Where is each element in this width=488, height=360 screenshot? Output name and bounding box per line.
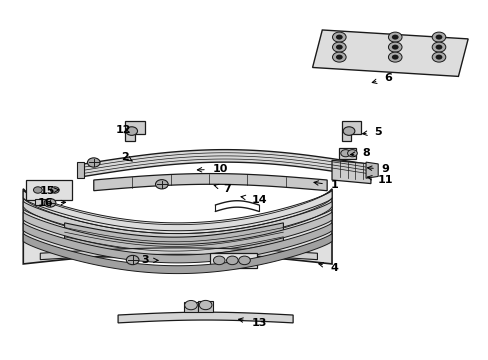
Bar — [35, 199, 52, 205]
Circle shape — [335, 35, 342, 40]
Text: 4: 4 — [318, 262, 338, 273]
Text: 14: 14 — [241, 195, 266, 204]
Text: 8: 8 — [350, 148, 369, 158]
Circle shape — [431, 42, 445, 52]
Polygon shape — [23, 223, 331, 263]
Text: 1: 1 — [313, 180, 338, 190]
Polygon shape — [366, 162, 377, 178]
Text: 6: 6 — [371, 73, 391, 84]
Circle shape — [155, 180, 168, 189]
Polygon shape — [341, 121, 361, 141]
Polygon shape — [198, 301, 212, 312]
Circle shape — [343, 127, 354, 135]
Polygon shape — [23, 212, 331, 252]
Polygon shape — [183, 302, 198, 312]
Polygon shape — [40, 248, 317, 260]
Circle shape — [332, 52, 346, 62]
Bar — [210, 253, 256, 267]
Polygon shape — [64, 223, 283, 260]
Circle shape — [332, 42, 346, 52]
Circle shape — [335, 45, 342, 50]
Text: 12: 12 — [115, 125, 130, 135]
Circle shape — [391, 45, 398, 50]
Circle shape — [126, 255, 139, 265]
Circle shape — [347, 150, 357, 157]
Circle shape — [391, 55, 398, 60]
Circle shape — [435, 35, 442, 40]
Circle shape — [340, 150, 350, 157]
Circle shape — [332, 32, 346, 42]
Polygon shape — [125, 121, 144, 141]
Text: 16: 16 — [37, 198, 65, 208]
Circle shape — [226, 256, 238, 265]
Polygon shape — [77, 162, 84, 178]
Circle shape — [33, 187, 42, 193]
Polygon shape — [331, 160, 370, 184]
Text: 13: 13 — [238, 318, 266, 328]
Circle shape — [213, 256, 224, 265]
Polygon shape — [23, 234, 331, 274]
Circle shape — [335, 55, 342, 60]
Bar — [26, 180, 72, 200]
Circle shape — [387, 32, 401, 42]
Circle shape — [435, 55, 442, 60]
Circle shape — [435, 45, 442, 50]
Circle shape — [199, 300, 211, 310]
Circle shape — [50, 187, 59, 193]
Polygon shape — [94, 174, 326, 191]
Text: 9: 9 — [366, 164, 388, 174]
Polygon shape — [23, 191, 331, 231]
Circle shape — [184, 301, 197, 310]
Polygon shape — [84, 150, 366, 176]
Text: 2: 2 — [121, 152, 132, 162]
Text: 7: 7 — [214, 184, 231, 194]
Circle shape — [238, 256, 250, 265]
Circle shape — [431, 52, 445, 62]
Circle shape — [391, 35, 398, 40]
Polygon shape — [339, 148, 356, 158]
Circle shape — [387, 42, 401, 52]
Circle shape — [431, 32, 445, 42]
Text: 3: 3 — [141, 255, 158, 265]
Text: 15: 15 — [40, 186, 59, 196]
Polygon shape — [118, 312, 292, 323]
Text: 10: 10 — [197, 164, 227, 174]
Text: 11: 11 — [366, 175, 392, 185]
Polygon shape — [23, 202, 331, 242]
Polygon shape — [312, 30, 467, 76]
Circle shape — [87, 158, 100, 167]
Circle shape — [44, 199, 56, 207]
Circle shape — [387, 52, 401, 62]
Circle shape — [125, 127, 137, 135]
Polygon shape — [23, 189, 331, 264]
Text: 5: 5 — [362, 127, 381, 137]
